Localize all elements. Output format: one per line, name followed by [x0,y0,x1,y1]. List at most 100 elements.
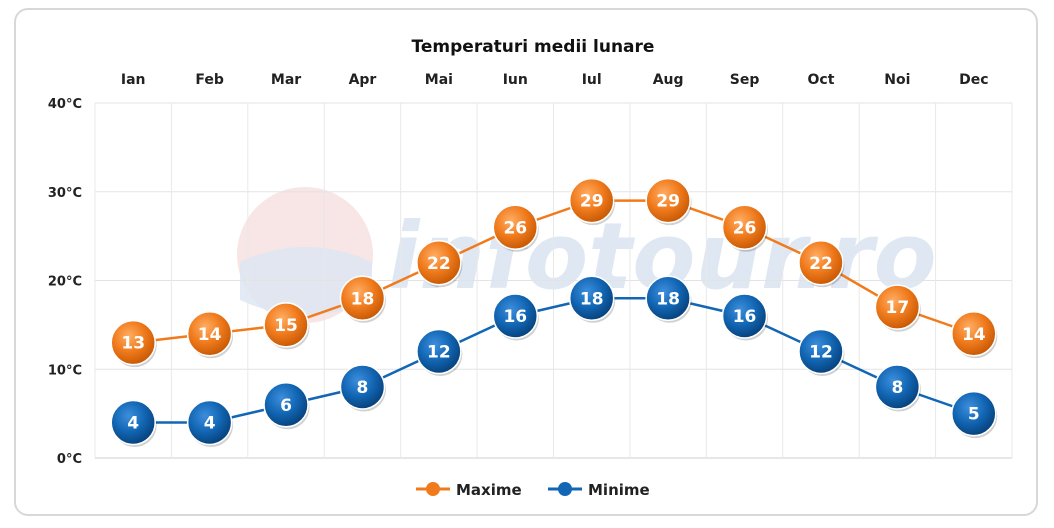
x-tick-label: Noi [884,72,910,88]
x-tick-label: Mai [425,72,453,88]
marker-minime [492,293,539,339]
y-tick-label: 30°C [48,186,82,201]
data-label-maxime: 22 [809,254,833,274]
chart-frame [14,8,1038,516]
x-tick-label: Apr [349,72,377,88]
marker-maxime [951,311,997,357]
data-label-maxime: 13 [121,334,145,354]
data-point-maxime[interactable]: 17 [874,284,921,332]
marker-maxime [186,311,233,357]
data-label-minime: 5 [968,405,980,425]
y-tick-label: 20°C [48,275,82,290]
data-label-minime: 16 [733,307,757,327]
x-tick-label: Mar [271,72,301,88]
marker-minime [798,328,844,375]
data-label-minime: 18 [580,289,604,309]
data-point-minime[interactable]: 12 [416,328,463,377]
marker-maxime [645,177,691,224]
x-axis-labels: Ian Feb Mar Apr Mai Iun Iul Aug Sep Oct Noi Dec [121,72,989,88]
marker-minime [186,399,233,446]
data-point-maxime[interactable]: 13 [110,319,157,368]
data-point-maxime[interactable]: 26 [492,204,539,252]
y-tick-label: 0°C [57,452,82,467]
data-label-minime: 12 [809,343,833,363]
data-point-maxime[interactable]: 29 [645,177,692,226]
data-label-minime: 12 [427,343,451,363]
data-point-maxime[interactable]: 22 [416,240,463,288]
x-tick-label: Feb [195,72,224,88]
data-label-minime: 6 [280,396,292,416]
legend-item-minime[interactable]: Minime [548,481,650,499]
data-point-maxime[interactable]: 29 [568,177,616,226]
legend: Maxime Minime [416,481,650,499]
marker-maxime [492,204,539,250]
data-label-maxime: 22 [427,254,451,274]
x-tick-label: Iun [503,72,528,88]
data-point-minime[interactable]: 16 [721,293,769,341]
y-tick-label: 10°C [48,363,82,378]
marker-minime [874,364,921,410]
x-tick-label: Oct [808,72,835,88]
data-point-minime[interactable]: 12 [798,328,845,377]
marker-minime [263,382,309,428]
x-tick-label: Iul [582,72,602,88]
legend-label-minime: Minime [588,481,650,499]
series-markers: 13 14 15 18 22 26 29 29 26 22 17 14 4 4 6 8 12 16 18 18 16 12… [110,177,998,448]
x-tick-label: Ian [121,72,146,88]
marker-maxime [110,319,156,366]
data-point-maxime[interactable]: 22 [798,240,845,288]
legend-item-maxime[interactable]: Maxime [416,481,522,499]
data-label-maxime: 15 [274,316,298,336]
data-label-maxime: 29 [656,192,680,212]
data-label-maxime: 29 [580,192,604,212]
data-point-minime[interactable]: 16 [492,293,539,341]
data-label-minime: 18 [656,289,680,309]
marker-minime [721,293,768,339]
data-point-minime[interactable]: 18 [645,275,692,323]
marker-minime [416,328,462,375]
chart-title: Temperaturi medii lunare [412,37,655,57]
marker-maxime [721,204,768,250]
data-point-maxime[interactable]: 14 [186,311,234,359]
data-point-minime[interactable]: 4 [186,399,234,448]
marker-minime [568,275,615,321]
data-label-maxime: 17 [886,298,910,318]
legend-marker-maxime [426,482,440,496]
data-point-maxime[interactable]: 14 [951,311,998,359]
data-label-minime: 4 [204,414,216,434]
y-axis-labels: 0°C 10°C 20°C 30°C 40°C [48,97,82,467]
data-label-maxime: 26 [733,218,757,238]
data-point-minime[interactable]: 4 [110,399,157,448]
marker-maxime [263,302,309,348]
data-label-maxime: 26 [503,218,527,238]
data-label-minime: 16 [503,307,527,327]
grid [94,102,1013,459]
data-point-maxime[interactable]: 15 [263,302,310,350]
data-point-minime[interactable]: 6 [263,382,310,430]
marker-minime [951,390,997,437]
data-label-minime: 4 [127,414,139,434]
legend-label-maxime: Maxime [456,481,522,499]
marker-maxime [874,284,921,330]
x-tick-label: Sep [730,72,760,88]
data-point-minime[interactable]: 5 [951,390,998,439]
data-point-maxime[interactable]: 18 [339,275,386,323]
data-label-maxime: 14 [962,325,986,345]
y-tick-label: 40°C [48,97,82,112]
x-tick-label: Aug [653,72,684,88]
x-tick-label: Dec [959,72,988,88]
legend-marker-minime [558,482,572,496]
data-point-maxime[interactable]: 26 [721,204,769,252]
data-point-minime[interactable]: 18 [568,275,616,323]
marker-minime [645,275,691,321]
marker-maxime [568,177,615,224]
marker-maxime [339,275,386,321]
data-point-minime[interactable]: 8 [874,364,921,412]
marker-maxime [416,240,462,286]
data-label-maxime: 14 [198,325,222,345]
data-point-minime[interactable]: 8 [339,364,386,412]
data-label-maxime: 18 [351,289,375,309]
marker-maxime [798,240,844,286]
marker-minime [339,364,386,410]
